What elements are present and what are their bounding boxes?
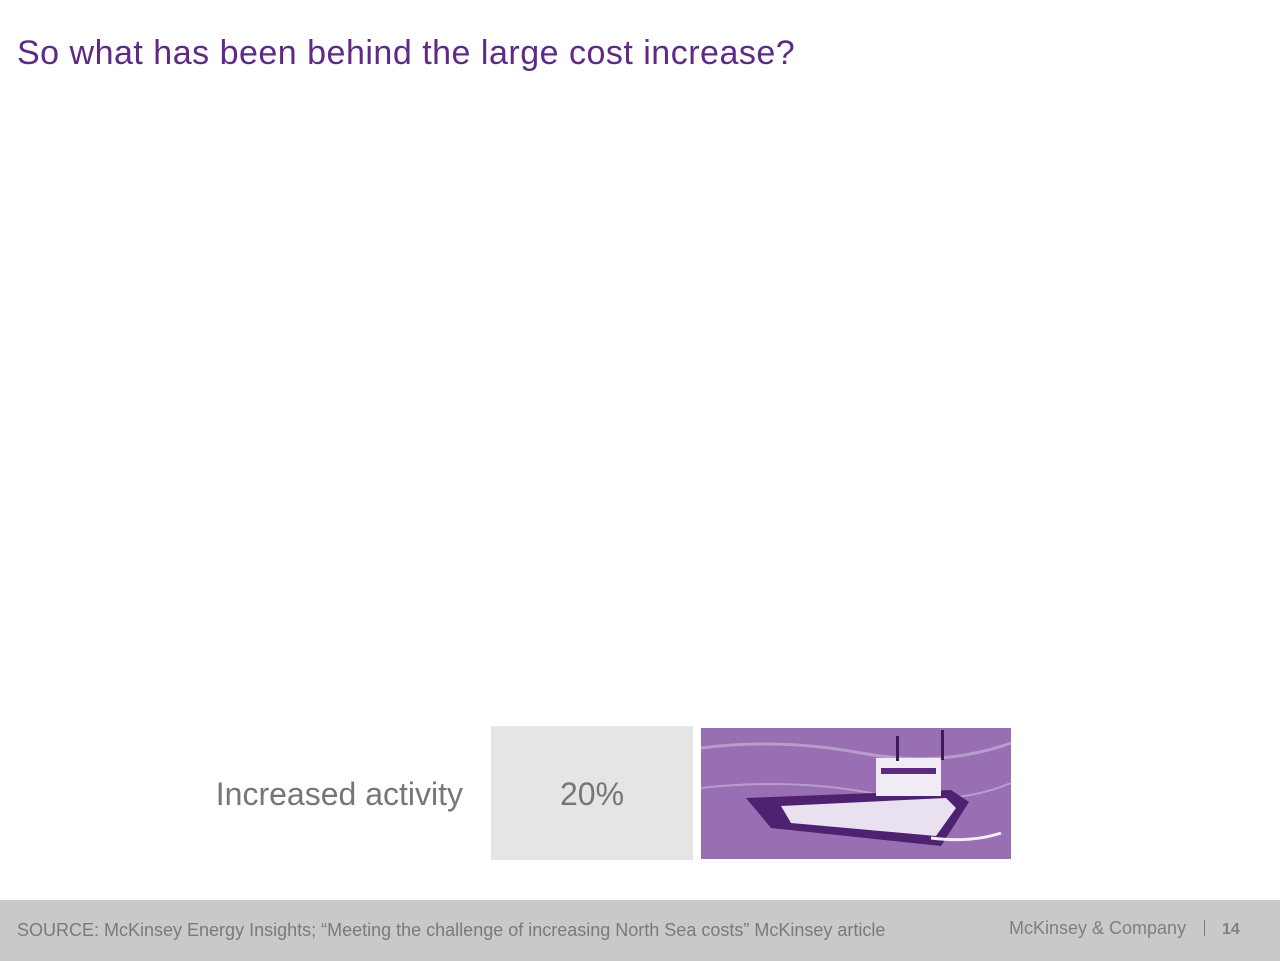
row-label: Increased activity <box>215 776 463 812</box>
separator <box>1204 920 1205 936</box>
value-box <box>491 726 693 860</box>
ship-photo <box>701 728 1011 859</box>
slide-title: So what has been behind the large cost i… <box>17 34 796 72</box>
footer-bar <box>0 900 1280 961</box>
company-name: McKinsey & Company <box>1009 918 1187 938</box>
row-value: 20% <box>559 776 625 812</box>
source-note: SOURCE: McKinsey Energy Insights; “Meeti… <box>17 920 886 940</box>
page-number: 14 <box>1222 921 1240 938</box>
